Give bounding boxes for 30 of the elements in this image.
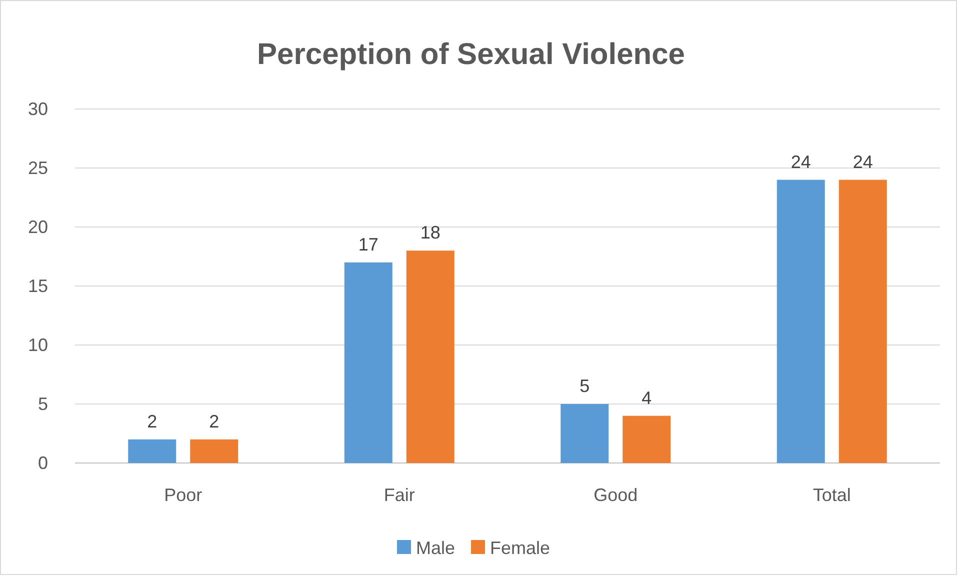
bar — [560, 404, 609, 463]
data-label: 18 — [420, 222, 440, 243]
data-label: 5 — [580, 376, 590, 396]
data-label: 24 — [852, 152, 873, 172]
y-tick-label: 25 — [28, 158, 48, 178]
x-tick-label: Good — [594, 485, 638, 505]
data-label: 4 — [642, 388, 652, 408]
y-tick-label: 0 — [38, 453, 48, 473]
bar — [344, 262, 392, 463]
x-tick-label: Poor — [164, 485, 202, 505]
bar — [406, 250, 454, 463]
y-tick-label: 5 — [38, 394, 48, 414]
y-tick-label: 30 — [28, 99, 48, 119]
legend-label: Male — [416, 538, 456, 558]
bar — [838, 180, 887, 463]
y-tick-label: 15 — [28, 276, 48, 296]
y-tick-label: 10 — [28, 335, 48, 355]
data-label: 2 — [209, 411, 220, 432]
chart-title: Perception of Sexual Violence — [257, 38, 685, 71]
legend-label: Female — [490, 538, 550, 558]
data-label: 2 — [147, 411, 158, 432]
data-label: 24 — [790, 152, 811, 172]
data-label: 17 — [358, 234, 378, 254]
y-tick-label: 20 — [28, 217, 48, 237]
bar — [128, 439, 176, 463]
bar — [622, 416, 671, 463]
bar — [190, 439, 238, 463]
x-tick-label: Total — [812, 485, 851, 505]
bar — [776, 180, 825, 463]
x-tick-label: Fair — [384, 485, 415, 505]
